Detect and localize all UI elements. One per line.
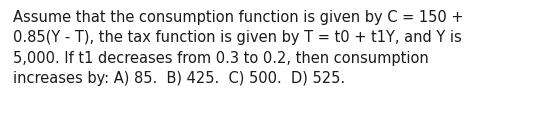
Text: Assume that the consumption function is given by C = 150 +
0.85(Y - T), the tax : Assume that the consumption function is … [13,10,464,86]
